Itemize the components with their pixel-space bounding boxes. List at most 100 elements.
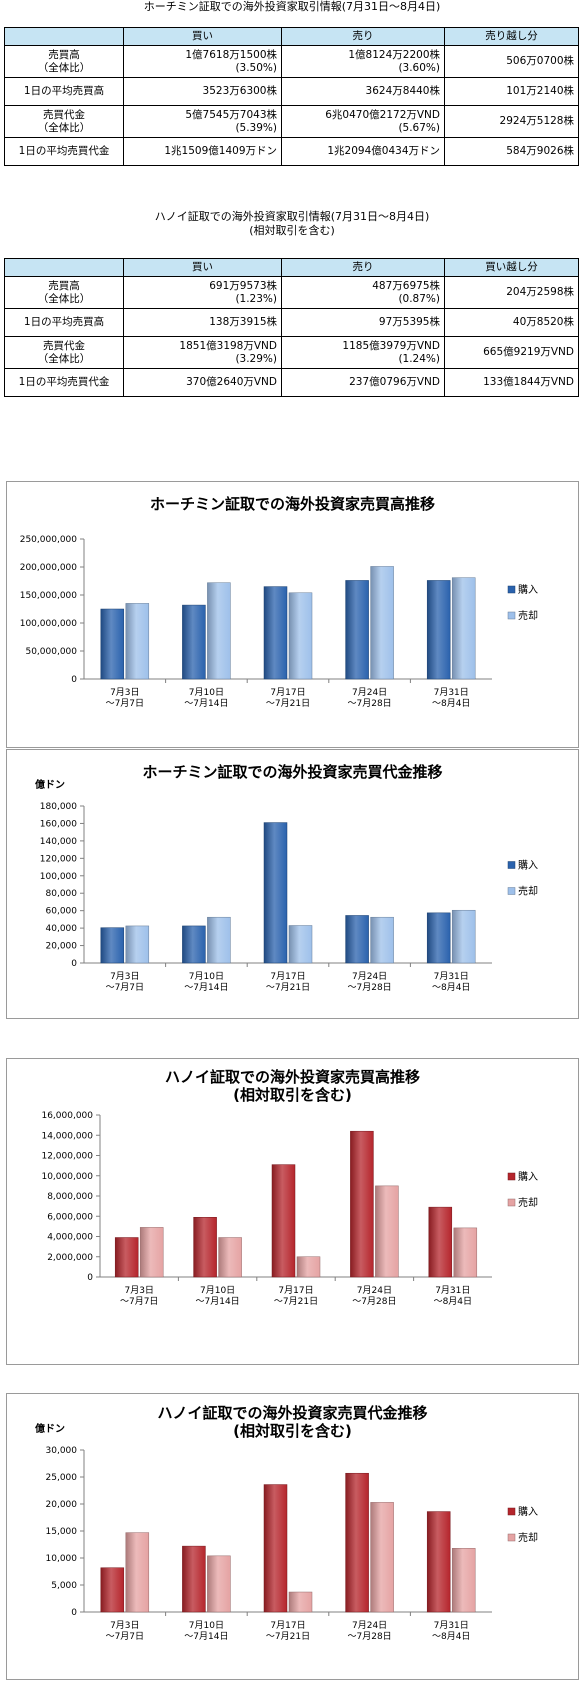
- x-tick-label: 7月10日: [200, 1285, 235, 1296]
- table-row: 売買代金 （全体比） 5億7545万7043株 (5.39%) 6兆0470億217…: [4, 105, 579, 138]
- hanoi-trade-table: 買い 売り 買い越し分 売買高 （全体比） 691万9573株 (1.23%) 48…: [4, 258, 579, 397]
- cell-net: 665億9219万VND: [444, 336, 579, 369]
- bar-sell: [139, 1227, 164, 1278]
- bar-sell: [218, 1237, 242, 1278]
- hcm-volume-chart: ホーチミン証取での海外投資家売買高推移 0 50,000,000 100,000,00…: [6, 481, 579, 748]
- bar-buy: [271, 1164, 296, 1278]
- x-tick-label: ～7月7日: [106, 982, 144, 993]
- y-tick-label: 50,000,000: [25, 647, 77, 657]
- bar-buy: [426, 580, 451, 680]
- row-label: 売買高 （全体比）: [4, 276, 124, 309]
- header-cell-buy: 買い: [123, 27, 282, 46]
- table-row: 売買高 （全体比） 1億7618万1500株 (3.50%) 1億8124万2200…: [4, 45, 579, 78]
- table-header-row: 買い 売り 買い越し分: [4, 258, 579, 277]
- header-cell-net: 売り越し分: [444, 27, 579, 46]
- hanoi-table-title: ハノイ証取での海外投資家取引情報(7月31日～8月4日): [154, 210, 430, 223]
- y-tick-label: 4,000,000: [47, 1233, 93, 1243]
- cell-net: 2924万5128株: [444, 105, 579, 138]
- bar-buy: [345, 1472, 369, 1613]
- y-tick-label: 80,000: [46, 889, 78, 899]
- x-tick-label: ～7月7日: [106, 698, 144, 709]
- hanoi-volume-chart-svg: ハノイ証取での海外投資家売買高推移(相対取引を含む) 0 2,000,000 4,00…: [41, 1068, 538, 1307]
- y-tick-label: 16,000,000: [41, 1111, 93, 1121]
- y-tick-label: 40,000: [46, 924, 78, 934]
- bar-buy: [426, 1511, 451, 1613]
- y-axis-unit: 億ドン: [35, 1422, 65, 1435]
- bar-sell: [125, 925, 150, 964]
- cell-sell: 487万6975株 (0.87%): [281, 276, 445, 309]
- x-tick-label: ～8月4日: [432, 982, 470, 993]
- y-tick-label: 250,000,000: [20, 535, 78, 545]
- y-tick-label: 10,000: [46, 1554, 78, 1564]
- y-tick-label: 30,000: [46, 1446, 78, 1456]
- bar-sell: [370, 1502, 394, 1613]
- x-tick-label: 7月17日: [270, 687, 305, 698]
- cell-buy: 691万9573株 (1.23%): [123, 276, 282, 309]
- bar-buy: [193, 1217, 217, 1278]
- y-tick-label: 0: [87, 1273, 93, 1283]
- cell-buy: 1億7618万1500株 (3.50%): [123, 45, 282, 78]
- chart-title: (相対取引を含む): [233, 1422, 352, 1440]
- legend-label: 売却: [518, 1196, 538, 1209]
- x-tick-label: 7月17日: [270, 1620, 305, 1631]
- cell-buy: 1851億3198万VND (3.29%): [123, 336, 282, 369]
- header-cell-blank: [4, 27, 124, 46]
- cell-buy: 138万3915株: [123, 308, 282, 337]
- legend-label: 売却: [518, 1531, 538, 1544]
- bar-sell: [125, 603, 150, 680]
- hcm-trade-table: 買い 売り 売り越し分 売買高 （全体比） 1億7618万1500株 (3.50%)…: [4, 27, 579, 166]
- bar-buy: [345, 915, 369, 964]
- x-tick-label: 7月3日: [110, 687, 139, 698]
- header-cell-sell: 売り: [281, 27, 445, 46]
- bar-sell: [207, 916, 231, 964]
- legend-swatch: [507, 1172, 516, 1181]
- x-tick-label: ～7月28日: [352, 1296, 396, 1307]
- x-tick-label: ～7月14日: [184, 982, 228, 993]
- bar-sell: [375, 1185, 399, 1278]
- row-label: 売買高 （全体比）: [4, 45, 124, 78]
- bar-sell: [453, 1227, 478, 1278]
- x-tick-label: 7月24日: [352, 687, 387, 698]
- legend-label: 購入: [518, 1170, 538, 1183]
- cell-net: 584万9026株: [444, 137, 579, 166]
- table-row: 1日の平均売買代金 1兆1509億1409万ドン 1兆2094億0434万ドン …: [4, 137, 579, 166]
- table-row: 売買高 （全体比） 691万9573株 (1.23%) 487万6975株 (0.87…: [4, 276, 579, 309]
- legend-label: 購入: [518, 859, 538, 872]
- bar-buy: [182, 604, 206, 680]
- bar-sell: [288, 925, 313, 964]
- cell-buy: 370億2640万VND: [123, 368, 282, 397]
- legend-swatch: [507, 585, 516, 594]
- x-tick-label: ～7月21日: [266, 698, 310, 709]
- x-tick-label: 7月3日: [110, 971, 139, 982]
- y-tick-label: 8,000,000: [47, 1192, 93, 1202]
- x-tick-label: 7月31日: [435, 1285, 470, 1296]
- x-tick-label: 7月31日: [434, 971, 469, 982]
- bar-buy: [263, 586, 288, 680]
- y-tick-label: 25,000: [46, 1473, 78, 1483]
- table-row: 売買代金 （全体比） 1851億3198万VND (3.29%) 1185億3979…: [4, 336, 579, 369]
- x-tick-label: ～8月4日: [434, 1296, 472, 1307]
- x-tick-label: ～7月14日: [184, 698, 228, 709]
- cell-net: 204万2598株: [444, 276, 579, 309]
- x-tick-label: 7月10日: [189, 1620, 224, 1631]
- x-tick-label: 7月24日: [357, 1285, 392, 1296]
- hcm-table-title: ホーチミン証取での海外投資家取引情報(7月31日～8月4日): [143, 0, 441, 13]
- x-tick-label: ～8月4日: [432, 698, 470, 709]
- y-tick-label: 5,000: [51, 1581, 77, 1591]
- bar-buy: [263, 822, 288, 964]
- bar-buy: [426, 912, 451, 964]
- bar-sell: [207, 582, 231, 680]
- table-row: 1日の平均売買代金 370億2640万VND 237億0796万VND 133億…: [4, 368, 579, 397]
- x-tick-label: ～7月28日: [348, 698, 392, 709]
- legend-swatch: [507, 1198, 516, 1207]
- bar-sell: [451, 577, 476, 680]
- hanoi-value-chart: ハノイ証取での海外投資家売買代金推移 (相対取引を含む) 億ドン 0 5,000 10,0…: [6, 1393, 579, 1680]
- cell-sell: 1億8124万2200株 (3.60%): [281, 45, 445, 78]
- hcm-volume-chart-svg: ホーチミン証取での海外投資家売買高推移 0 50,000,000 100,000,00…: [20, 495, 538, 709]
- table-row: 1日の平均売買高 138万3915株 97万5395株 40万8520株: [4, 308, 579, 337]
- legend-label: 売却: [518, 609, 538, 622]
- bar-sell: [288, 1591, 313, 1613]
- row-label: 1日の平均売買高: [4, 308, 124, 337]
- bar-buy: [182, 1545, 206, 1613]
- bar-buy: [100, 927, 125, 964]
